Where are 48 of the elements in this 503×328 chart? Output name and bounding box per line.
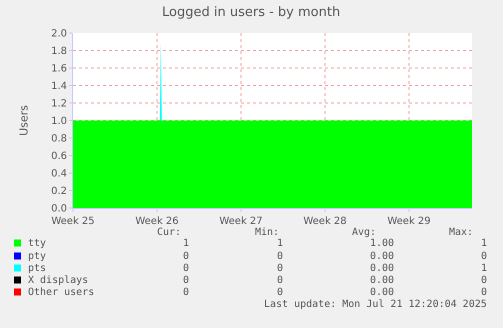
- text: 0: [277, 263, 284, 274]
- y-tick-label: 0.8: [51, 134, 67, 144]
- text: 0.00: [370, 251, 394, 262]
- text: Min:: [255, 227, 280, 238]
- text: 1: [183, 238, 190, 249]
- legend-label: X displays: [28, 275, 88, 286]
- y-tick-label: 0.2: [51, 186, 67, 197]
- text: 0: [277, 275, 284, 286]
- y-tick-label: 0.4: [51, 168, 67, 180]
- x-tick-label: Week 26: [135, 216, 179, 227]
- text: 0: [481, 275, 488, 286]
- chart-title: Logged in users - by month: [162, 5, 340, 20]
- y-tick-label: 2.0: [51, 28, 67, 40]
- y-tick-label: 1.2: [51, 98, 67, 110]
- text: 0: [183, 275, 190, 286]
- text: 1.00: [370, 238, 394, 249]
- y-tick-label: 1.6: [51, 64, 67, 74]
- y-tick-label: 1.0: [51, 116, 67, 127]
- text: 0: [481, 287, 488, 298]
- text: 0: [183, 287, 190, 298]
- text: 0: [481, 251, 488, 262]
- y-tick-label: 0.6: [51, 151, 67, 162]
- text: Avg:: [352, 227, 376, 238]
- y-tick-label: 1.4: [51, 81, 67, 92]
- legend-label: pts: [28, 263, 46, 274]
- text: Cur:: [157, 227, 182, 238]
- text: 0: [277, 287, 284, 298]
- x-tick-label: Week 27: [219, 216, 263, 227]
- legend-label: Other users: [28, 287, 94, 298]
- legend-label: pty: [28, 251, 46, 262]
- x-tick-label: Week 28: [303, 216, 347, 227]
- x-tick-label: Week 29: [387, 216, 431, 227]
- text: 0.00: [370, 263, 394, 274]
- text: 1: [277, 238, 284, 249]
- text: 1: [481, 238, 488, 249]
- text: 0: [277, 251, 284, 262]
- y-tick-label: 1.8: [51, 46, 67, 57]
- legend-label: tty: [28, 238, 46, 249]
- text: 0.00: [370, 287, 394, 298]
- text: Last update: Mon Jul 21 12:20:04 2025: [264, 299, 487, 310]
- x-tick-label: Week 25: [51, 216, 95, 227]
- text: 0: [183, 263, 190, 274]
- y-axis-title: Users: [18, 104, 31, 136]
- text: 1: [481, 263, 488, 274]
- text: 0: [183, 251, 190, 262]
- y-tick-label: 0.0: [51, 204, 67, 214]
- text: 0.00: [370, 275, 394, 286]
- text: Max:: [449, 227, 474, 238]
